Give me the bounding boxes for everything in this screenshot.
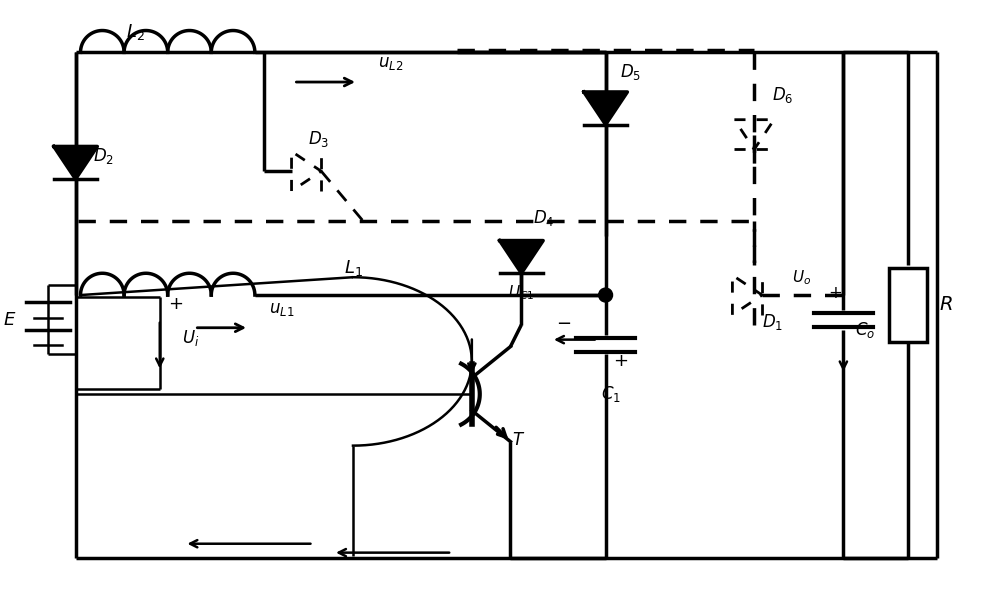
Text: $C_o$: $C_o$ <box>855 320 875 340</box>
Text: $D_4$: $D_4$ <box>533 208 555 228</box>
Text: $+$: $+$ <box>168 295 183 313</box>
Polygon shape <box>500 241 543 273</box>
Text: $C_1$: $C_1$ <box>601 384 621 404</box>
Text: $u_{L2}$: $u_{L2}$ <box>378 54 403 72</box>
Text: $D_2$: $D_2$ <box>93 146 114 166</box>
Text: $+$: $+$ <box>828 284 843 302</box>
Text: $U_i$: $U_i$ <box>182 328 199 348</box>
Text: $L_2$: $L_2$ <box>126 22 144 43</box>
Text: $L_1$: $L_1$ <box>344 258 362 278</box>
Bar <box>889 268 927 342</box>
Text: $+$: $+$ <box>613 352 628 370</box>
Text: $D_5$: $D_5$ <box>620 62 642 82</box>
Text: $u_{L1}$: $u_{L1}$ <box>269 300 294 318</box>
Polygon shape <box>584 92 627 125</box>
Text: $R$: $R$ <box>939 295 953 314</box>
Text: $D_3$: $D_3$ <box>308 130 330 149</box>
Text: $-$: $-$ <box>556 313 572 331</box>
Text: $E$: $E$ <box>3 311 16 329</box>
Text: $T$: $T$ <box>512 431 525 449</box>
Text: $U_{C1}$: $U_{C1}$ <box>508 283 535 302</box>
Text: $U_o$: $U_o$ <box>792 268 811 287</box>
Polygon shape <box>54 146 97 179</box>
Text: $D_6$: $D_6$ <box>772 85 793 105</box>
Circle shape <box>599 288 613 302</box>
Text: $D_1$: $D_1$ <box>762 312 783 332</box>
